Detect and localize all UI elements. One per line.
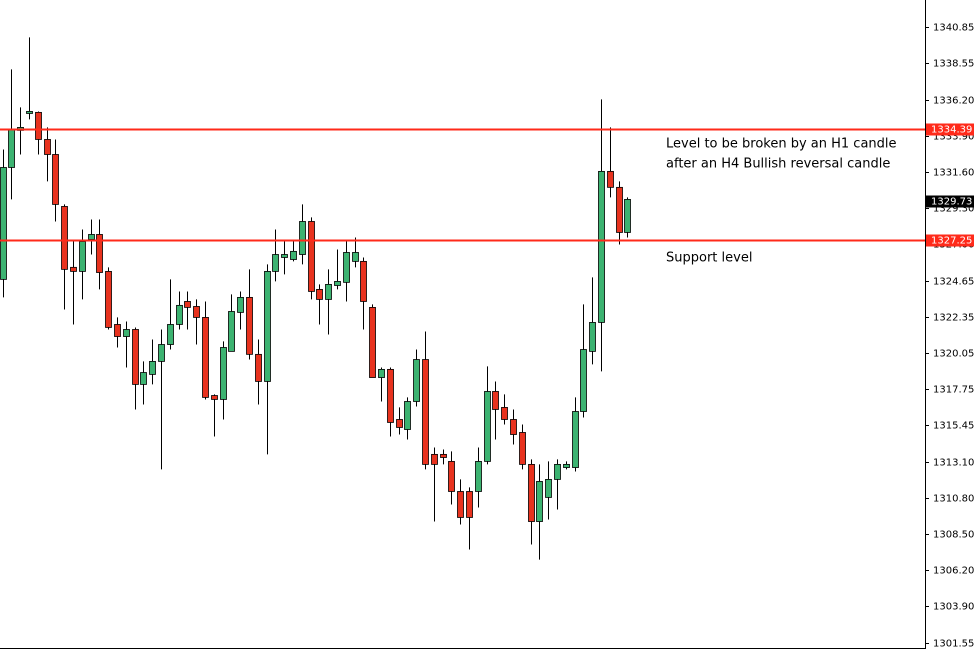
candle-body [457, 491, 464, 518]
level-price-label: 1334.39 [931, 125, 972, 136]
candle-body [52, 154, 59, 205]
candle-body [325, 283, 332, 300]
candle-body [616, 186, 623, 233]
candle-body [202, 317, 209, 398]
candle-body [79, 241, 86, 272]
candle-body [545, 479, 552, 498]
candle-body [607, 170, 614, 188]
candle-body [8, 129, 15, 168]
candle-body [580, 349, 587, 412]
level-price-label: 1327.25 [931, 236, 972, 247]
candle-body [237, 296, 244, 313]
y-tick-label: 1338.55 [933, 59, 974, 70]
level-price-box [926, 123, 974, 136]
candle-body [334, 281, 341, 286]
candle-body [290, 250, 297, 260]
candle-body [193, 306, 200, 318]
y-tick-label: 1301.55 [933, 639, 974, 650]
candle-body [299, 221, 306, 255]
candle-body [598, 170, 605, 323]
last-price-label: 1329.73 [931, 197, 972, 208]
candle-body [501, 407, 508, 420]
candle-body [211, 395, 218, 400]
candle-body [387, 368, 394, 423]
candle-body [475, 461, 482, 492]
candle-body [343, 252, 350, 283]
candle-body [105, 271, 112, 328]
candle-body [114, 324, 121, 337]
candle-body [184, 301, 191, 308]
last-price-box [926, 195, 974, 208]
candle-body [44, 139, 51, 155]
candle-body [26, 111, 33, 114]
candle-body [88, 234, 95, 240]
candle-body [492, 391, 499, 410]
candle-body [176, 304, 183, 325]
candle-body [246, 296, 253, 355]
annotation: Level to be broken by an H1 candle [666, 137, 897, 152]
candle-body [96, 234, 103, 273]
candle-body [563, 463, 570, 468]
y-tick-label: 1317.75 [933, 385, 974, 396]
candle-body [167, 324, 174, 345]
candle-body [316, 289, 323, 300]
candle-body [572, 411, 579, 468]
candle-body [369, 307, 376, 378]
y-tick-label: 1313.10 [933, 458, 974, 469]
candle-body [589, 322, 596, 352]
y-tick-label: 1315.45 [933, 421, 974, 432]
candle-body [158, 344, 165, 362]
y-tick-label: 1303.90 [933, 602, 974, 613]
candle-body [123, 329, 130, 337]
candle-body [272, 254, 279, 272]
candle-body [440, 453, 447, 458]
candle-body [431, 453, 438, 465]
candle-body [255, 353, 262, 382]
candle-body [448, 461, 455, 492]
candle-body [132, 329, 139, 385]
candle-body [484, 391, 491, 462]
y-tick-label: 1310.80 [933, 494, 974, 505]
y-tick-label: 1336.20 [933, 96, 974, 107]
level-price-box [926, 234, 974, 247]
y-tick-label: 1308.50 [933, 530, 974, 541]
candle-body [61, 206, 68, 270]
candle-body [422, 359, 429, 465]
candle-body [554, 463, 561, 480]
candle-body [140, 372, 147, 385]
candle-body [413, 359, 420, 402]
candle-body [308, 221, 315, 292]
candle-body [510, 419, 517, 435]
candle-body [528, 463, 535, 522]
candle-body [149, 361, 156, 375]
candle-body [70, 266, 77, 272]
candle-body [360, 260, 367, 302]
candle-body [281, 254, 288, 258]
annotation: after an H4 Bullish reversal candle [666, 157, 890, 172]
candle-body [220, 347, 227, 400]
candle-body [536, 481, 543, 522]
candle-body [396, 419, 403, 428]
candle-body [404, 401, 411, 430]
y-tick-label: 1331.60 [933, 168, 974, 179]
annotation: Support level [666, 251, 752, 266]
y-tick-label: 1340.85 [933, 23, 974, 34]
candle-body [352, 252, 359, 262]
y-tick-label: 1324.65 [933, 277, 974, 288]
candle-body [35, 111, 42, 140]
y-tick-label: 1333.90 [933, 132, 974, 143]
candle-body [264, 271, 271, 382]
candle-body [466, 491, 473, 518]
candle-body [519, 432, 526, 465]
candle-body [228, 311, 235, 352]
candle-body [0, 167, 7, 280]
y-tick-label: 1306.20 [933, 566, 974, 577]
candle-body [624, 199, 631, 233]
candle-body [378, 368, 385, 378]
y-tick-label: 1322.35 [933, 313, 974, 324]
y-tick-label: 1320.05 [933, 349, 974, 360]
y-tick-label: 1329.30 [933, 204, 974, 215]
